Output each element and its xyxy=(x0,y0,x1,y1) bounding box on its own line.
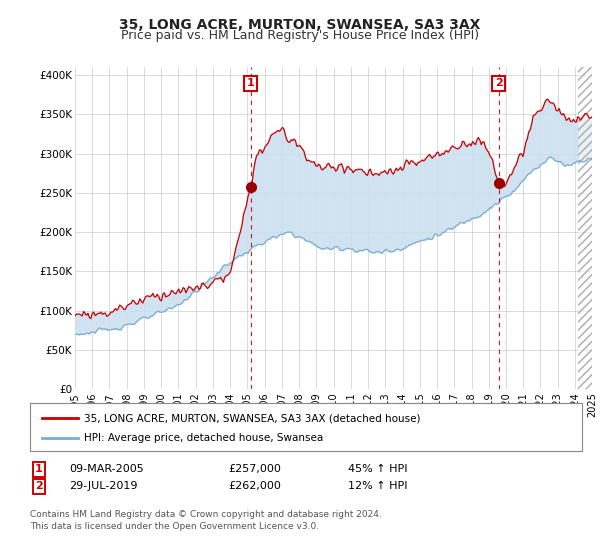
Text: 09-MAR-2005: 09-MAR-2005 xyxy=(69,464,144,474)
Text: 35, LONG ACRE, MURTON, SWANSEA, SA3 3AX: 35, LONG ACRE, MURTON, SWANSEA, SA3 3AX xyxy=(119,18,481,32)
Text: This data is licensed under the Open Government Licence v3.0.: This data is licensed under the Open Gov… xyxy=(30,522,319,531)
Text: 12% ↑ HPI: 12% ↑ HPI xyxy=(348,481,407,491)
Text: 2: 2 xyxy=(495,78,503,88)
Text: 2: 2 xyxy=(35,481,43,491)
Bar xyxy=(578,67,592,389)
Text: HPI: Average price, detached house, Swansea: HPI: Average price, detached house, Swan… xyxy=(84,433,323,444)
Text: 29-JUL-2019: 29-JUL-2019 xyxy=(69,481,137,491)
Text: 35, LONG ACRE, MURTON, SWANSEA, SA3 3AX (detached house): 35, LONG ACRE, MURTON, SWANSEA, SA3 3AX … xyxy=(84,413,421,423)
Text: £257,000: £257,000 xyxy=(228,464,281,474)
Text: Price paid vs. HM Land Registry's House Price Index (HPI): Price paid vs. HM Land Registry's House … xyxy=(121,29,479,42)
Text: 1: 1 xyxy=(35,464,43,474)
Text: Contains HM Land Registry data © Crown copyright and database right 2024.: Contains HM Land Registry data © Crown c… xyxy=(30,510,382,519)
Text: £262,000: £262,000 xyxy=(228,481,281,491)
Text: 1: 1 xyxy=(247,78,254,88)
Text: 45% ↑ HPI: 45% ↑ HPI xyxy=(348,464,407,474)
